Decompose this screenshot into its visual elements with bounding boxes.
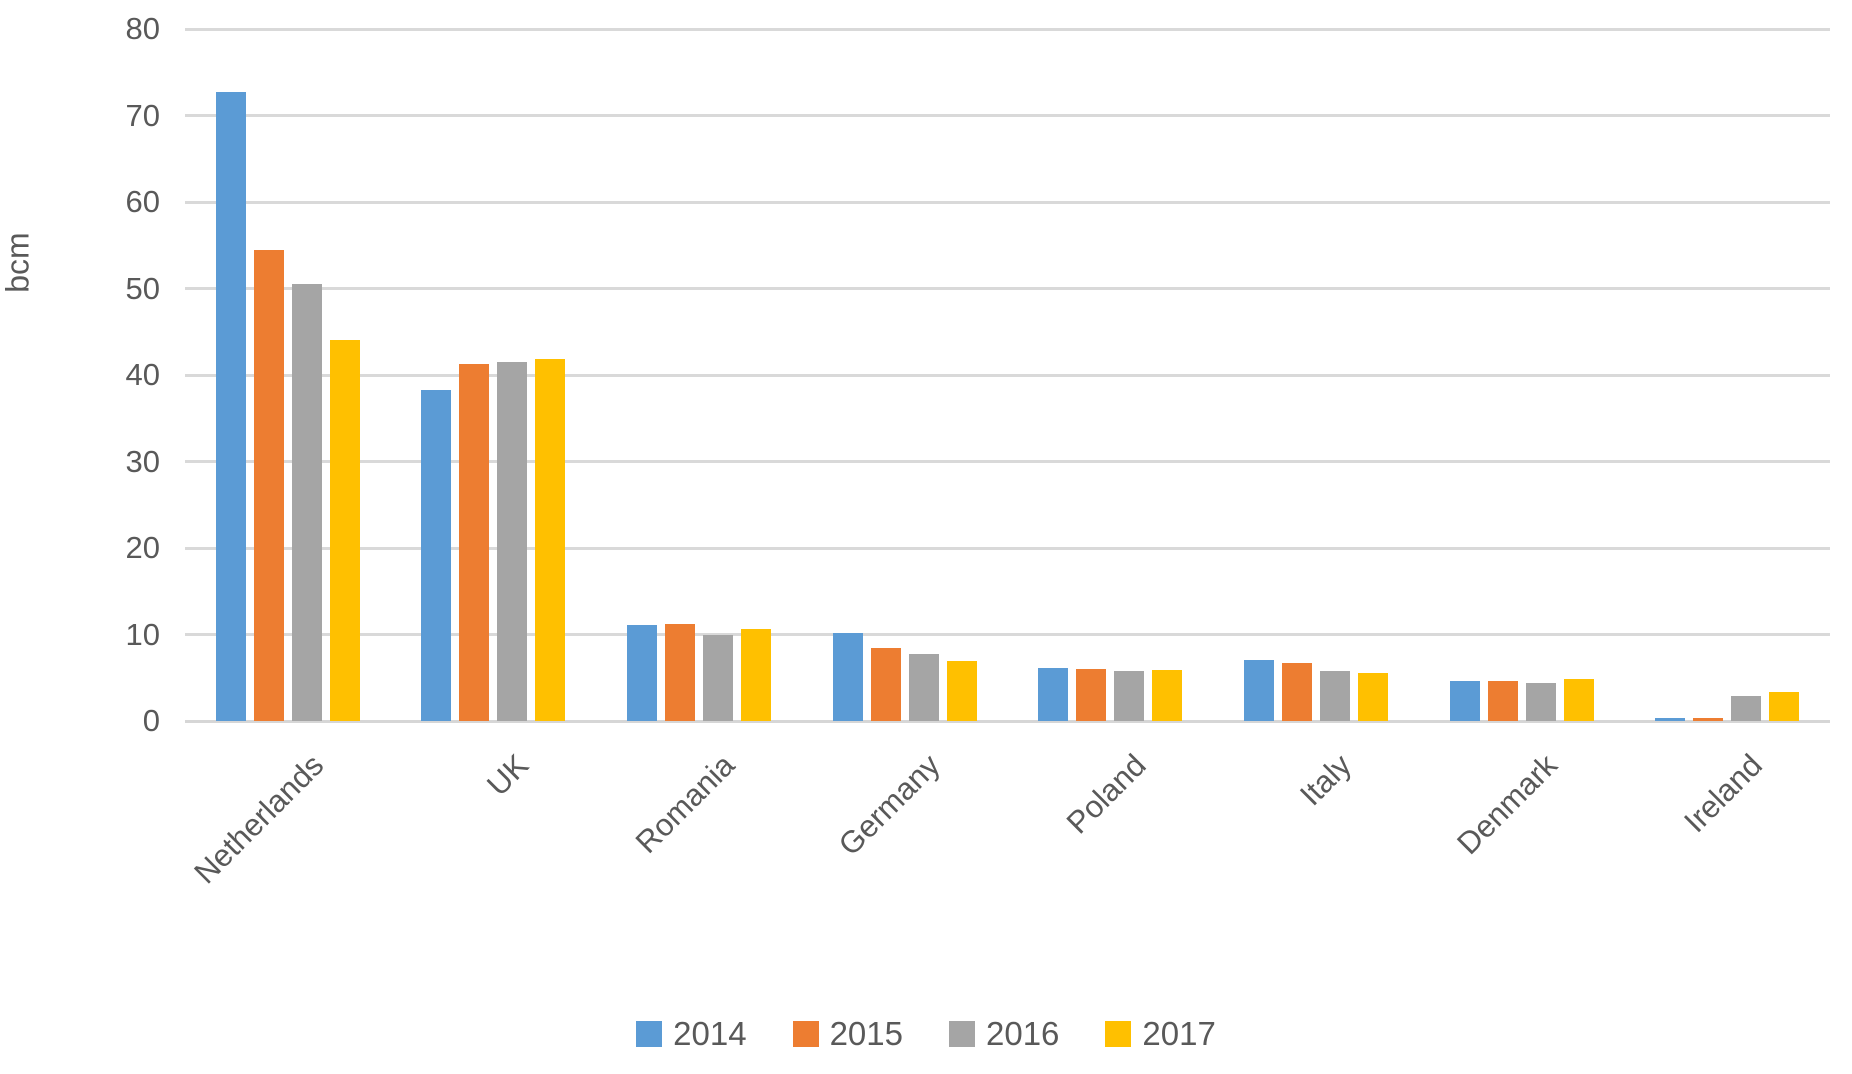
bar-poland-2015: [1076, 669, 1107, 721]
bar-group-uk: [391, 29, 597, 721]
bar-italy-2015: [1281, 663, 1312, 721]
bar-germany-2014: [832, 632, 863, 721]
y-tick-label-20: 20: [125, 530, 160, 565]
gridline-80: [185, 27, 1830, 31]
bar-group-netherlands: [185, 29, 391, 721]
bar-italy-2014: [1243, 659, 1274, 721]
bar-netherlands-2015: [253, 250, 284, 721]
bar-netherlands-2016: [291, 284, 322, 721]
bar-group-italy: [1213, 29, 1419, 721]
legend-item-2017: 2017: [1105, 1015, 1216, 1053]
plot-area: [185, 27, 1830, 723]
legend-item-2015: 2015: [792, 1015, 903, 1053]
gridline-50: [185, 287, 1830, 290]
bar-ireland-2016: [1731, 695, 1762, 721]
gridline-0: [185, 719, 1830, 723]
bar-romania-2014: [627, 625, 658, 721]
bar-group-denmark: [1419, 29, 1625, 721]
legend-item-2014: 2014: [636, 1015, 747, 1053]
y-tick-label-50: 50: [125, 270, 160, 306]
x-label-italy: Italy: [1293, 747, 1359, 813]
legend-swatch-2015: [792, 1021, 819, 1047]
bar-denmark-2014: [1449, 681, 1480, 721]
legend-label-2015: 2015: [829, 1015, 903, 1052]
bar-denmark-2017: [1563, 678, 1594, 721]
gridline-40: [185, 373, 1830, 377]
y-tick-label-80: 80: [125, 11, 160, 46]
x-label-poland: Poland: [1059, 747, 1153, 841]
bar-groups: [185, 29, 1830, 721]
y-tick-label-40: 40: [125, 357, 160, 392]
bar-poland-2017: [1152, 669, 1183, 721]
x-label-romania: Romania: [628, 747, 742, 860]
bar-uk-2017: [535, 359, 566, 721]
bar-italy-2016: [1319, 670, 1350, 721]
bar-romania-2016: [703, 634, 734, 721]
bar-uk-2015: [459, 363, 490, 721]
x-label-denmark: Denmark: [1450, 747, 1564, 862]
bar-germany-2015: [870, 648, 901, 721]
y-tick-label-30: 30: [125, 443, 160, 479]
bar-romania-2015: [665, 624, 696, 721]
legend: 2014 2015 2016 2017: [0, 1010, 1852, 1058]
bar-germany-2017: [946, 661, 977, 721]
bar-group-poland: [1008, 29, 1214, 721]
legend-item-2016: 2016: [949, 1015, 1059, 1053]
bar-ireland-2017: [1769, 692, 1800, 721]
bar-group-ireland: [1624, 29, 1830, 721]
y-tick-label-0: 0: [142, 703, 160, 738]
bar-netherlands-2017: [329, 340, 360, 721]
legend-swatch-2017: [1105, 1021, 1132, 1047]
gridline-20: [185, 546, 1830, 550]
legend-swatch-2014: [636, 1021, 663, 1047]
y-axis-title: bcm: [0, 232, 36, 293]
bar-uk-2016: [497, 362, 528, 721]
x-label-germany: Germany: [831, 747, 947, 863]
gridline-70: [185, 114, 1830, 117]
bar-germany-2016: [908, 654, 939, 721]
x-label-uk: UK: [480, 747, 536, 803]
y-tick-label-60: 60: [125, 184, 160, 219]
gridline-10: [185, 633, 1830, 636]
x-label-netherlands: Netherlands: [187, 747, 330, 891]
bar-romania-2017: [741, 629, 772, 721]
bar-poland-2016: [1114, 670, 1145, 721]
gridline-30: [185, 460, 1830, 463]
bar-group-germany: [802, 29, 1008, 721]
bar-denmark-2016: [1525, 682, 1556, 721]
y-tick-label-10: 10: [125, 616, 160, 652]
bar-italy-2017: [1357, 673, 1388, 721]
legend-label-2017: 2017: [1142, 1015, 1216, 1052]
x-label-ireland: Ireland: [1677, 747, 1770, 840]
y-tick-label-70: 70: [125, 97, 160, 133]
legend-label-2016: 2016: [986, 1015, 1060, 1052]
bar-uk-2014: [421, 389, 452, 721]
bar-denmark-2015: [1487, 681, 1518, 721]
legend-swatch-2016: [949, 1021, 975, 1047]
bar-ireland-2015: [1693, 718, 1724, 721]
legend-label-2014: 2014: [673, 1015, 747, 1052]
gridline-60: [185, 200, 1830, 204]
bar-netherlands-2014: [215, 92, 246, 721]
bar-poland-2014: [1038, 668, 1069, 721]
bar-group-romania: [596, 29, 802, 721]
bar-ireland-2014: [1655, 717, 1686, 721]
